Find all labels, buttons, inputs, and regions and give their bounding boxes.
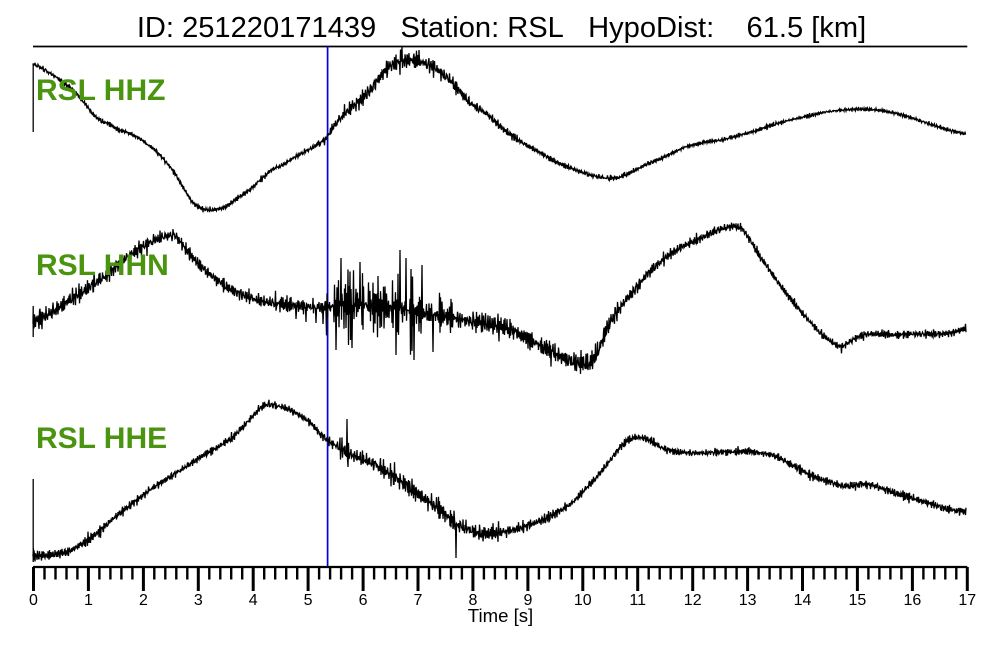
svg-text:0: 0	[29, 592, 38, 609]
svg-text:Time [s]: Time [s]	[468, 605, 533, 626]
svg-text:4: 4	[249, 592, 258, 609]
svg-text:ID: 251220171439 Station: RS: ID: 251220171439 Station: RSL HypoDist: …	[137, 12, 866, 44]
svg-text:RSL HHE: RSL HHE	[36, 422, 167, 455]
svg-text:11: 11	[629, 592, 646, 609]
svg-text:6: 6	[359, 592, 368, 609]
svg-text:16: 16	[904, 592, 922, 609]
svg-text:3: 3	[194, 592, 203, 609]
svg-text:1: 1	[84, 592, 93, 609]
svg-text:7: 7	[414, 592, 423, 609]
svg-text:5: 5	[304, 592, 313, 609]
svg-text:15: 15	[849, 592, 867, 609]
svg-text:RSL HHZ: RSL HHZ	[36, 74, 165, 107]
svg-text:14: 14	[794, 592, 812, 609]
svg-text:13: 13	[739, 592, 757, 609]
svg-text:9: 9	[523, 592, 532, 609]
svg-text:12: 12	[684, 592, 702, 609]
svg-text:8: 8	[468, 592, 477, 609]
svg-text:17: 17	[958, 592, 976, 609]
svg-text:10: 10	[574, 592, 592, 609]
svg-text:2: 2	[139, 592, 148, 609]
svg-text:RSL HHN: RSL HHN	[36, 249, 169, 282]
